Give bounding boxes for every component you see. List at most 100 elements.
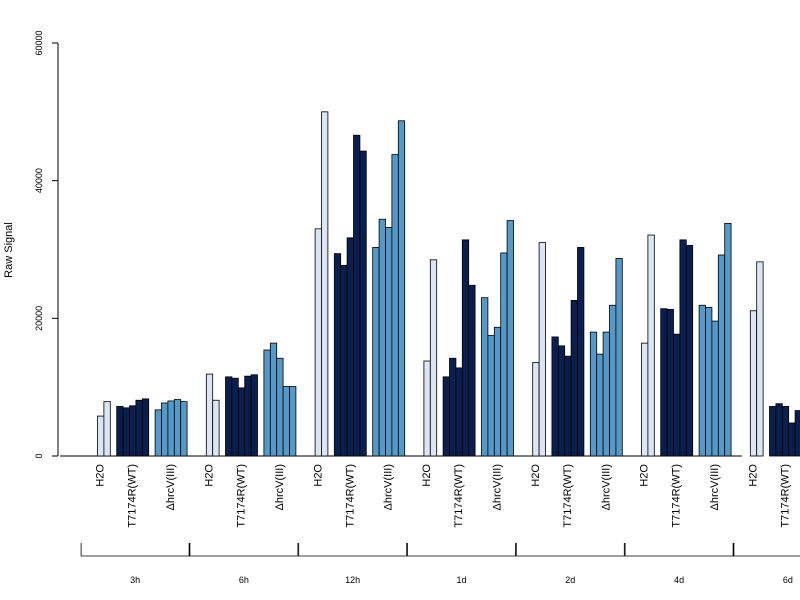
group-label: T7174R(WT) xyxy=(236,464,248,528)
bar xyxy=(244,375,252,457)
bar xyxy=(135,399,143,457)
bar xyxy=(679,239,687,457)
bar xyxy=(641,342,649,457)
group-label: H2O xyxy=(530,464,542,487)
y-axis: 0 20000 40000 60000 xyxy=(34,30,59,459)
bar xyxy=(468,284,476,457)
bar xyxy=(423,360,431,457)
group-label: ΔhrcV(III) xyxy=(600,464,612,510)
bar xyxy=(314,228,322,457)
bar xyxy=(167,400,175,457)
y-tick-label: 40000 xyxy=(34,168,44,193)
bar xyxy=(141,398,150,457)
timepoint-label: 12h xyxy=(345,575,360,585)
bar xyxy=(724,222,732,457)
bar xyxy=(557,345,566,457)
bar xyxy=(173,399,182,457)
bar xyxy=(378,218,386,457)
bar xyxy=(180,401,188,457)
bar xyxy=(269,342,278,457)
group-label: H2O xyxy=(95,464,107,487)
bar xyxy=(372,247,380,457)
timepoint-label: 4d xyxy=(674,575,684,585)
bar xyxy=(97,415,105,457)
bar xyxy=(161,402,169,457)
bar xyxy=(321,111,329,457)
timepoint-bracket xyxy=(733,543,800,557)
bar xyxy=(205,373,214,457)
bar xyxy=(333,253,342,457)
group-label: H2O xyxy=(312,464,324,487)
bar xyxy=(551,336,559,457)
timepoint-label: 3h xyxy=(130,575,140,585)
bar xyxy=(749,310,758,457)
bar xyxy=(500,252,508,457)
group-label: ΔhrcV(III) xyxy=(492,464,504,510)
bar xyxy=(391,154,399,457)
bar xyxy=(698,304,706,457)
bar xyxy=(212,399,220,457)
group-label: T7174R(WT) xyxy=(127,464,139,528)
bar xyxy=(788,422,796,457)
group-labels-layer: H2O T7174R(WT) ΔhrcV(III) H2O T7174R(WT) Δhrc… xyxy=(95,464,792,528)
group-label: T7174R(WT) xyxy=(453,464,465,528)
group-label: T7174R(WT) xyxy=(780,464,792,528)
bar xyxy=(756,261,764,457)
bar xyxy=(397,120,406,457)
bar xyxy=(282,386,290,457)
bar xyxy=(532,361,540,457)
bar xyxy=(103,401,111,457)
group-label: H2O xyxy=(421,464,433,487)
group-label: T7174R(WT) xyxy=(671,464,683,528)
bar xyxy=(487,335,495,457)
bar xyxy=(564,355,572,457)
bar xyxy=(225,376,233,457)
bar xyxy=(449,357,457,457)
bar xyxy=(602,331,610,457)
group-label: H2O xyxy=(639,464,651,487)
bars-layer xyxy=(97,111,800,457)
timepoint-bracket xyxy=(298,543,408,557)
group-label: ΔhrcV(III) xyxy=(709,464,721,510)
bar xyxy=(609,304,617,457)
bar xyxy=(442,376,450,457)
bar xyxy=(538,242,546,457)
bar xyxy=(461,239,470,457)
bar xyxy=(685,244,694,457)
y-tick-label: 0 xyxy=(34,453,44,458)
bar xyxy=(263,349,271,457)
bar xyxy=(794,410,800,457)
y-tick-label: 60000 xyxy=(34,30,44,55)
bar xyxy=(129,405,137,457)
timepoint-label: 2d xyxy=(565,575,575,585)
bar xyxy=(577,247,585,457)
y-axis-title: Raw Signal xyxy=(3,222,15,278)
bar xyxy=(506,220,514,457)
group-label: T7174R(WT) xyxy=(562,464,574,528)
bar xyxy=(596,353,604,457)
group-label: H2O xyxy=(204,464,216,487)
bar xyxy=(705,306,713,457)
bar xyxy=(647,234,655,457)
bar xyxy=(570,300,578,457)
bar xyxy=(455,367,463,457)
bar xyxy=(775,403,783,457)
bar xyxy=(250,374,258,457)
bar xyxy=(666,308,674,457)
bar xyxy=(769,406,777,457)
bar xyxy=(615,258,623,457)
bar xyxy=(353,134,361,457)
bar xyxy=(385,227,393,457)
bar xyxy=(289,386,297,457)
group-label: ΔhrcV(III) xyxy=(165,464,177,510)
group-label: ΔhrcV(III) xyxy=(383,464,395,510)
bar xyxy=(359,150,367,457)
bar xyxy=(346,237,354,457)
timepoint-labels-layer: 3h 6h 12h 1d 2d 4d 6d xyxy=(130,575,793,585)
bar xyxy=(154,409,162,457)
timepoint-label: 6d xyxy=(783,575,793,585)
bar xyxy=(673,333,681,457)
bar xyxy=(589,331,598,457)
timepoint-brackets-layer xyxy=(80,543,800,557)
